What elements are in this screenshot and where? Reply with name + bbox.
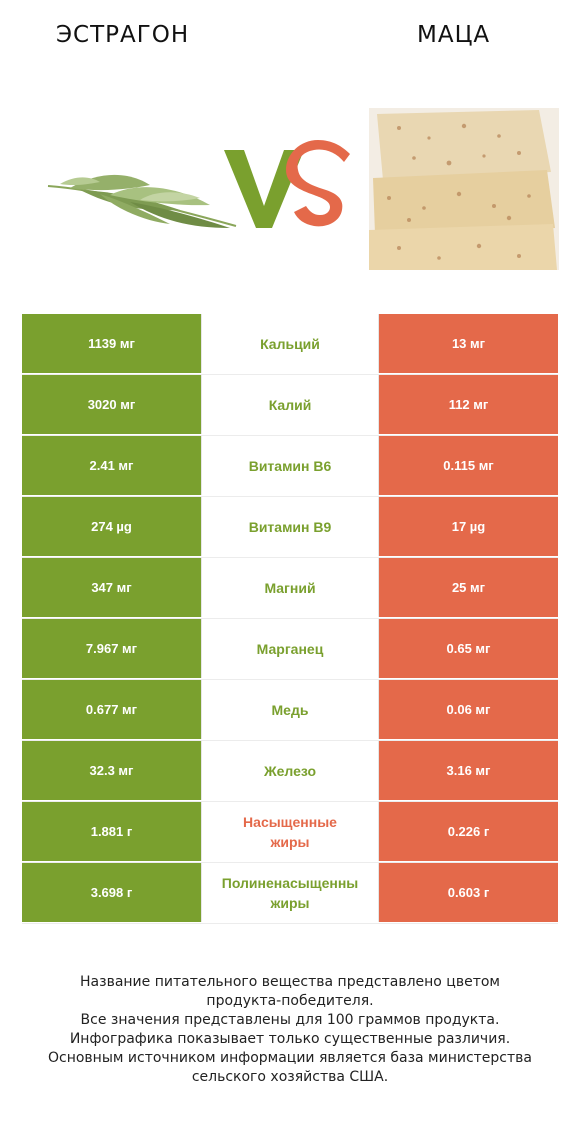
table-row: 3020 мг Калий 112 мг [22, 375, 558, 436]
left-value-cell: 32.3 мг [22, 741, 201, 800]
left-value-cell: 0.677 мг [22, 680, 201, 739]
right-value-cell: 0.226 г [379, 802, 558, 861]
nutrient-name-cell: Железо [201, 741, 379, 800]
right-value-cell: 3.16 мг [379, 741, 558, 800]
nutrient-name-cell: Магний [201, 558, 379, 617]
left-value-cell: 3.698 г [22, 863, 201, 922]
left-product-title: ЭСТРАГОН [56, 22, 190, 48]
matzo-sheets-image [369, 108, 559, 270]
footer-line: сельского хозяйства США. [191, 1069, 389, 1085]
nutrient-comparison-table: 1139 мг Кальций 13 мг 3020 мг Калий 112 мг 2.4… [22, 314, 558, 924]
left-value-cell: 274 µg [22, 497, 201, 556]
right-value-cell: 0.603 г [379, 863, 558, 922]
left-value-cell: 2.41 мг [22, 436, 201, 495]
nutrient-name-line: жиры [270, 833, 310, 850]
footer-line: Основным источником информации является … [48, 1050, 532, 1066]
table-row: 274 µg Витамин B9 17 µg [22, 497, 558, 558]
nutrient-name-cell: Медь [201, 680, 379, 739]
nutrient-name-cell: Полиненасыщенны жиры [201, 863, 379, 922]
left-value-cell: 347 мг [22, 558, 201, 617]
nutrient-name-cell: Кальций [201, 314, 379, 373]
footer-line: Название питательного вещества представл… [80, 974, 500, 990]
nutrient-name-line: жиры [270, 894, 310, 911]
right-value-cell: 13 мг [379, 314, 558, 373]
right-product-title: МАЦА [417, 22, 491, 48]
table-row: 3.698 г Полиненасыщенны жиры 0.603 г [22, 863, 558, 924]
right-value-cell: 0.06 мг [379, 680, 558, 739]
left-value-cell: 1139 мг [22, 314, 201, 373]
footer-line: Инфографика показывает только существенн… [69, 1031, 511, 1047]
footer-line: Все значения представлены для 100 граммо… [80, 1012, 500, 1028]
footer-notes: Название питательного вещества представл… [20, 973, 560, 1087]
table-row: 1139 мг Кальций 13 мг [22, 314, 558, 375]
nutrient-name-line: Полиненасыщенны [221, 874, 359, 891]
right-value-cell: 17 µg [379, 497, 558, 556]
footer-line: продукта-победителя. [206, 993, 374, 1009]
table-row: 7.967 мг Марганец 0.65 мг [22, 619, 558, 680]
nutrient-name-cell: Витамин B9 [201, 497, 379, 556]
left-value-cell: 3020 мг [22, 375, 201, 434]
left-value-cell: 1.881 г [22, 802, 201, 861]
nutrient-name-cell: Марганец [201, 619, 379, 678]
right-value-cell: 0.115 мг [379, 436, 558, 495]
table-row: 1.881 г Насыщенные жиры 0.226 г [22, 802, 558, 863]
left-value-cell: 7.967 мг [22, 619, 201, 678]
nutrient-name-cell: Витамин B6 [201, 436, 379, 495]
table-row: 347 мг Магний 25 мг [22, 558, 558, 619]
table-row: 32.3 мг Железо 3.16 мг [22, 741, 558, 802]
right-value-cell: 0.65 мг [379, 619, 558, 678]
vs-label [224, 140, 350, 228]
nutrient-name-cell: Насыщенные жиры [201, 802, 379, 861]
nutrient-name-line: Насыщенные [243, 813, 337, 830]
table-row: 2.41 мг Витамин B6 0.115 мг [22, 436, 558, 497]
nutrient-name-cell: Калий [201, 375, 379, 434]
tarragon-sprig-image [47, 174, 237, 228]
right-value-cell: 25 мг [379, 558, 558, 617]
table-row: 0.677 мг Медь 0.06 мг [22, 680, 558, 741]
right-value-cell: 112 мг [379, 375, 558, 434]
